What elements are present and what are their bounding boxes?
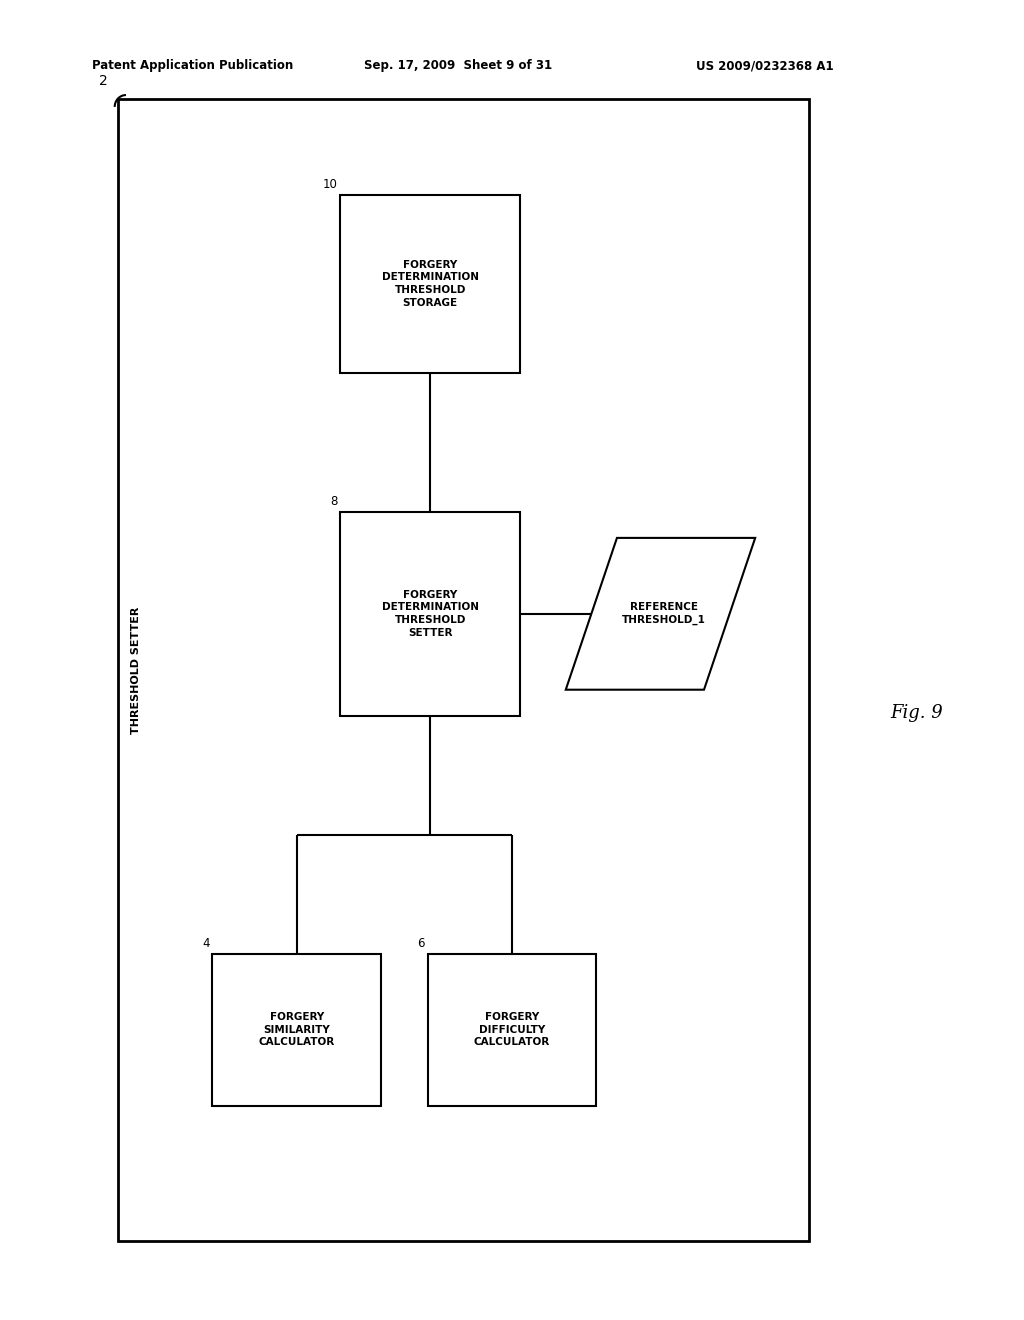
Bar [212,953,381,1106]
Text: THRESHOLD SETTER: THRESHOLD SETTER [131,606,141,734]
Bar [340,511,520,715]
Text: Sep. 17, 2009  Sheet 9 of 31: Sep. 17, 2009 Sheet 9 of 31 [364,59,552,73]
Text: Patent Application Publication: Patent Application Publication [92,59,294,73]
Text: 10: 10 [323,178,338,190]
Polygon shape [565,539,756,689]
Text: 6: 6 [417,937,424,950]
Bar [118,99,809,1241]
Text: REFERENCE
THRESHOLD_1: REFERENCE THRESHOLD_1 [622,602,706,626]
Text: FORGERY
DETERMINATION
THRESHOLD
SETTER: FORGERY DETERMINATION THRESHOLD SETTER [382,590,478,638]
Text: 4: 4 [202,937,209,950]
Text: FORGERY
DIFFICULTY
CALCULATOR: FORGERY DIFFICULTY CALCULATOR [474,1012,550,1047]
Text: 2: 2 [98,74,108,88]
Text: FORGERY
DETERMINATION
THRESHOLD
STORAGE: FORGERY DETERMINATION THRESHOLD STORAGE [382,260,478,308]
Text: Fig. 9: Fig. 9 [890,704,943,722]
Bar [428,953,596,1106]
Bar [340,195,520,372]
Text: US 2009/0232368 A1: US 2009/0232368 A1 [696,59,834,73]
Text: FORGERY
SIMILARITY
CALCULATOR: FORGERY SIMILARITY CALCULATOR [259,1012,335,1047]
Text: 8: 8 [330,495,338,507]
